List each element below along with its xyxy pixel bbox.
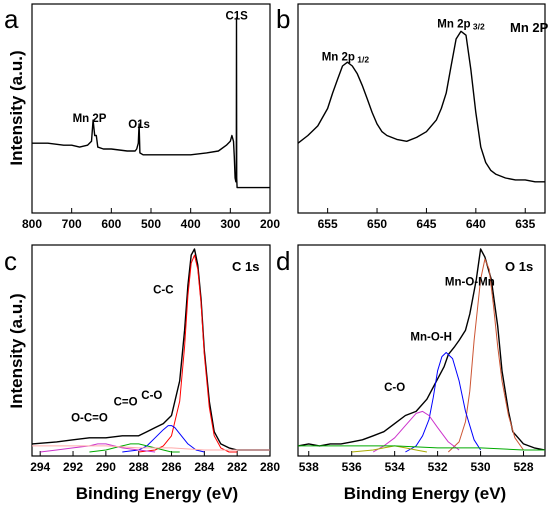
panel-a-annotation: Mn 2P [73, 113, 107, 125]
panel-c-xtick-label: 286 [162, 460, 182, 474]
panel-d-xtick-label: 534 [385, 460, 405, 474]
panel-b-annotation: Mn 2p 3/2 [437, 18, 485, 31]
panel-c-frame [31, 244, 271, 457]
panel-d-title: O 1s [505, 259, 533, 274]
panel-b: b Mn 2P 655 650 645 640 635 Mn 2p 1/2 Mn 2p 3… [276, 3, 549, 231]
panel-c-series-line [138, 254, 238, 453]
panel-c-ticks: 294 292 290 288 286 284 282 280 [30, 451, 280, 474]
panel-d-xtick-label: 528 [514, 460, 534, 474]
panel-a-annotation: O1s [128, 119, 150, 131]
panel-c-xtick-label: 284 [194, 460, 214, 474]
panel-c-series-line [122, 425, 205, 453]
panel-d-annotations: Mn-O-Mn Mn-O-H C-O [384, 277, 495, 395]
panel-b-ticks: 655 650 645 640 635 [318, 208, 536, 231]
panel-a-xtick-label: 800 [22, 217, 42, 231]
panel-letter-d: d [276, 246, 290, 276]
panel-b-series [297, 30, 545, 183]
panel-d-annotation: C-O [384, 382, 405, 394]
panel-a-ylabel: Intensity (a.u.) [7, 50, 26, 165]
panel-d: d O 1s Binding Energy (eV) 538 536 534 532 5… [276, 244, 546, 503]
panel-c-annotation: C-O [141, 390, 162, 402]
panel-d-annotation: Mn-O-Mn [445, 277, 495, 289]
panel-d-series [297, 248, 546, 453]
panel-a-annotations: Mn 2P O1s C1S [73, 11, 249, 131]
panel-b-xtick-label: 655 [318, 217, 338, 231]
panel-a-series-line [32, 17, 270, 189]
panel-a-xtick-label: 400 [181, 217, 201, 231]
panel-a-series [32, 17, 270, 189]
panel-a-xtick-label: 600 [101, 217, 121, 231]
panel-a-xtick-label: 200 [260, 217, 280, 231]
panel-c-xtick-label: 282 [227, 460, 247, 474]
panel-a-xtick-label: 300 [220, 217, 240, 231]
panel-c-annotation: C-C [153, 285, 173, 297]
panel-d-xtick-label: 530 [471, 460, 491, 474]
panel-a: a Intensity (a.u.) 800 700 600 500 400 300 200… [4, 3, 280, 231]
panel-c-ylabel: Intensity (a.u.) [7, 293, 26, 408]
panel-b-annotations: Mn 2p 1/2 Mn 2p 3/2 [322, 18, 485, 64]
panel-d-series-line [297, 248, 546, 451]
panel-letter-a: a [4, 4, 19, 34]
panel-b-xtick-label: 645 [416, 217, 436, 231]
panel-a-frame [31, 3, 271, 214]
panel-d-ticks: 538 536 534 532 530 528 [299, 451, 534, 474]
panel-b-title: Mn 2P [510, 20, 549, 35]
panel-c-xlabel: Binding Energy (eV) [76, 484, 238, 503]
panel-c-xtick-label: 292 [63, 460, 83, 474]
panel-d-series-line [447, 258, 524, 453]
panel-d-annotation: Mn-O-H [410, 331, 452, 343]
panel-letter-c: c [4, 246, 17, 276]
panel-a-xtick-label: 700 [62, 217, 82, 231]
panel-b-xtick-label: 640 [466, 217, 486, 231]
panel-c-series [31, 248, 270, 453]
panel-d-xtick-label: 536 [342, 460, 362, 474]
panel-c-series-line [31, 248, 270, 451]
panel-b-series-line [297, 30, 545, 183]
panel-b-annotation: Mn 2p 1/2 [322, 51, 370, 64]
panel-a-annotation: C1S [225, 11, 248, 23]
panel-c-xtick-label: 290 [96, 460, 116, 474]
panel-c-annotations: C-C C-OC=O O-C=O [71, 285, 173, 425]
panel-b-frame [297, 3, 546, 214]
panel-c-series-line [89, 443, 180, 453]
panel-c-title: C 1s [232, 259, 259, 274]
panel-c-series-line [32, 445, 270, 451]
panel-b-xtick-label: 650 [367, 217, 387, 231]
panel-d-series-line [298, 445, 545, 451]
panel-d-series-line [372, 410, 460, 453]
panel-d-xtick-label: 538 [299, 460, 319, 474]
panel-d-series-line [405, 352, 482, 453]
panel-c-series-line [40, 443, 156, 453]
panel-c-xtick-label: 280 [260, 460, 280, 474]
panel-d-frame [297, 244, 546, 457]
panel-d-xtick-label: 532 [428, 460, 448, 474]
panel-b-xtick-label: 635 [515, 217, 535, 231]
panel-c: c C 1s Intensity (a.u.) Binding Energy (… [4, 244, 280, 503]
panel-a-xtick-label: 500 [141, 217, 161, 231]
panel-d-xlabel: Binding Energy (eV) [344, 484, 506, 503]
panel-letter-b: b [276, 4, 290, 34]
panel-c-xtick-label: 288 [129, 460, 149, 474]
panel-a-ticks: 800 700 600 500 400 300 200 [22, 208, 280, 231]
panel-c-annotation: O-C=O [71, 413, 108, 425]
panel-c-xtick-label: 294 [30, 460, 50, 474]
panel-c-annotation: C=O [114, 396, 138, 408]
